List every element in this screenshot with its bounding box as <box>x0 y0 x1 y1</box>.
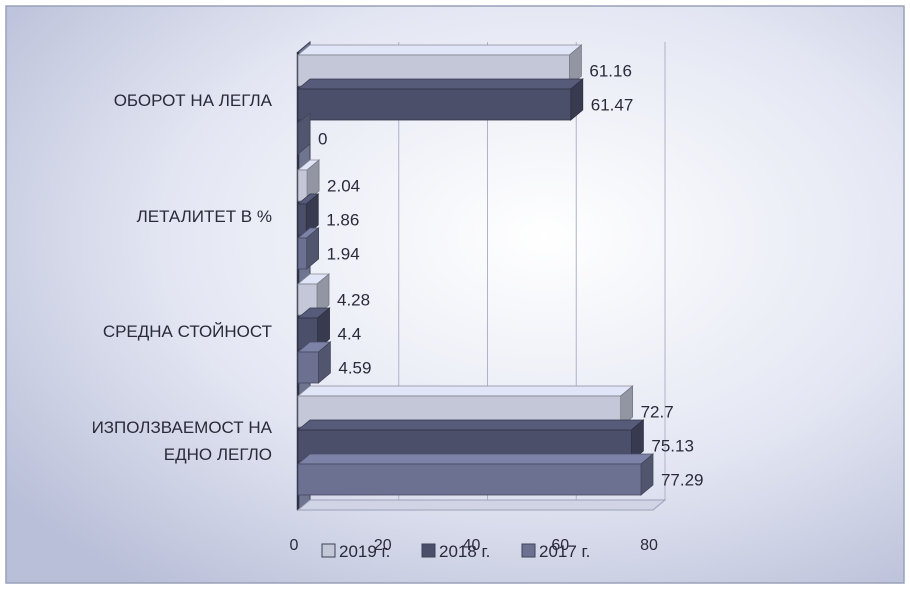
legend-swatch <box>421 543 436 558</box>
data-label: 4.4 <box>338 325 362 344</box>
data-label: 0 <box>318 130 327 149</box>
bar-top-face <box>296 78 584 90</box>
data-label: 1.94 <box>327 245 360 264</box>
x-tick-label: 40 <box>463 537 481 554</box>
data-label: 72.7 <box>641 403 674 422</box>
data-label: 2.04 <box>327 177 360 196</box>
bar <box>297 463 642 496</box>
bar-top-face <box>296 453 655 465</box>
legend-entry: 2017 г. <box>539 542 590 561</box>
data-label: 1.86 <box>326 211 359 230</box>
category-label: ОБОРОТ НА ЛЕГЛА <box>114 91 273 110</box>
bar <box>297 88 572 121</box>
category-label: СРЕДНА СТОЙНОСТ <box>103 322 272 341</box>
bar <box>297 237 308 270</box>
x-tick-label: 0 <box>290 537 299 554</box>
data-label: 4.28 <box>337 291 370 310</box>
legend-swatch <box>521 543 536 558</box>
bar <box>297 203 307 236</box>
x-tick-label: 20 <box>374 537 392 554</box>
bar-top-face <box>296 44 583 56</box>
bar-top-face <box>296 385 634 397</box>
category-label: ЛЕТАЛИТЕТ В % <box>137 207 272 226</box>
floor <box>296 499 667 511</box>
legend-swatch <box>321 543 336 558</box>
data-label: 4.59 <box>338 359 371 378</box>
data-label: 61.47 <box>591 96 634 115</box>
bar <box>297 169 308 202</box>
x-tick-label: 60 <box>551 537 569 554</box>
bar-top-face <box>296 419 645 431</box>
bar <box>297 351 319 384</box>
data-label: 61.16 <box>589 62 632 81</box>
category-label: ИЗПОЛЗВАЕМОСТ НА ЕДНО ЛЕГЛО <box>92 418 273 464</box>
legend-entry: 2019 г. <box>339 542 390 561</box>
bar <box>297 122 299 155</box>
data-label: 75.13 <box>651 437 694 456</box>
x-tick-label: 80 <box>640 537 658 554</box>
legend-entry: 2018 г. <box>439 542 490 561</box>
data-label: 77.29 <box>661 471 704 490</box>
